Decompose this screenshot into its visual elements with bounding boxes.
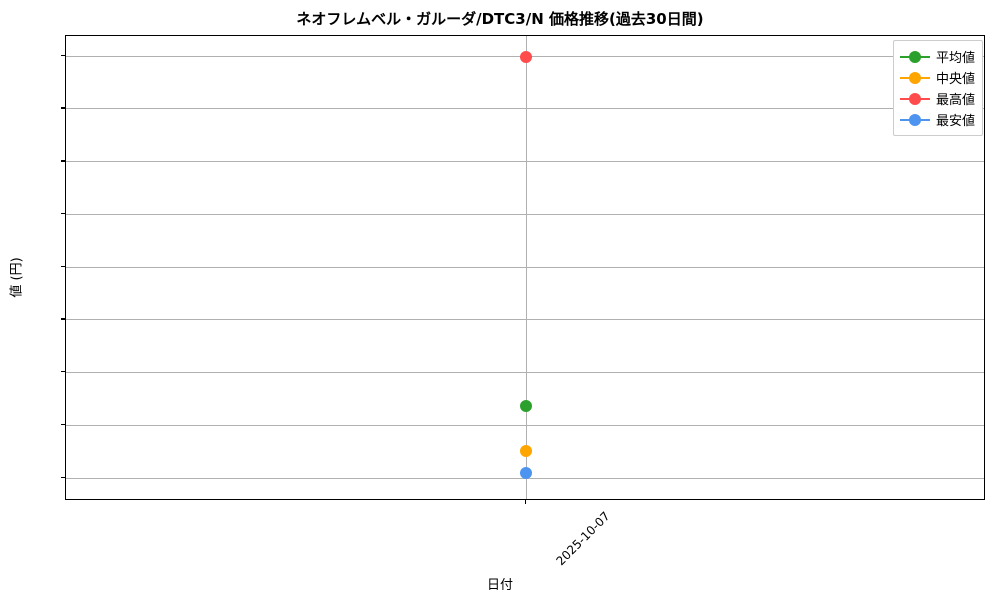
legend-label: 最安値	[936, 114, 976, 129]
y-tick-mark	[61, 107, 65, 109]
legend-item[interactable]: 最高値	[900, 88, 975, 109]
legend-dot-icon	[909, 92, 921, 105]
y-tick-mark	[61, 212, 65, 215]
legend-label: 中央値	[936, 72, 976, 87]
gridline-horizontal	[66, 372, 984, 374]
y-tick-mark	[61, 423, 65, 426]
legend-marker-icon	[900, 92, 930, 105]
gridline-horizontal	[66, 266, 984, 268]
y-tick-mark	[61, 318, 65, 320]
x-tick-label: 2025-10-07	[553, 509, 613, 569]
gridline-horizontal	[66, 213, 984, 215]
legend-item[interactable]: 中央値	[900, 67, 975, 88]
legend-item[interactable]: 最安値	[900, 109, 975, 130]
page-title: ネオフレムベル・ガルーダ/DTC3/N 価格推移(過去30日間)	[296, 10, 704, 28]
legend-label: 平均値	[936, 51, 976, 66]
gridline-horizontal	[66, 161, 984, 163]
plot-area	[65, 35, 985, 500]
y-tick-mark	[61, 476, 65, 478]
y-tick-mark	[61, 54, 65, 57]
y-tick-mark	[61, 371, 65, 373]
legend-dot-icon	[909, 71, 921, 84]
data-point-marker	[520, 445, 532, 458]
y-tick-mark	[61, 160, 65, 162]
gridline-horizontal	[66, 108, 984, 110]
legend-dot-icon	[909, 50, 921, 63]
gridline-vertical	[526, 36, 527, 499]
x-tick-mark	[525, 500, 527, 504]
gridline-horizontal	[66, 319, 984, 321]
legend: 平均値中央値最高値最安値	[893, 40, 984, 136]
legend-item[interactable]: 平均値	[900, 46, 975, 67]
data-point-marker	[520, 399, 532, 412]
legend-marker-icon	[900, 50, 930, 63]
gridline-horizontal	[66, 424, 984, 426]
legend-dot-icon	[909, 113, 921, 126]
y-axis-label: 値 (円)	[9, 257, 25, 298]
legend-marker-icon	[900, 71, 930, 84]
legend-marker-icon	[900, 113, 930, 126]
x-axis-label: 日付	[486, 578, 513, 593]
data-point-marker	[520, 51, 532, 64]
legend-label: 最高値	[936, 93, 976, 108]
y-tick-mark	[61, 265, 65, 267]
data-point-marker	[520, 466, 532, 479]
